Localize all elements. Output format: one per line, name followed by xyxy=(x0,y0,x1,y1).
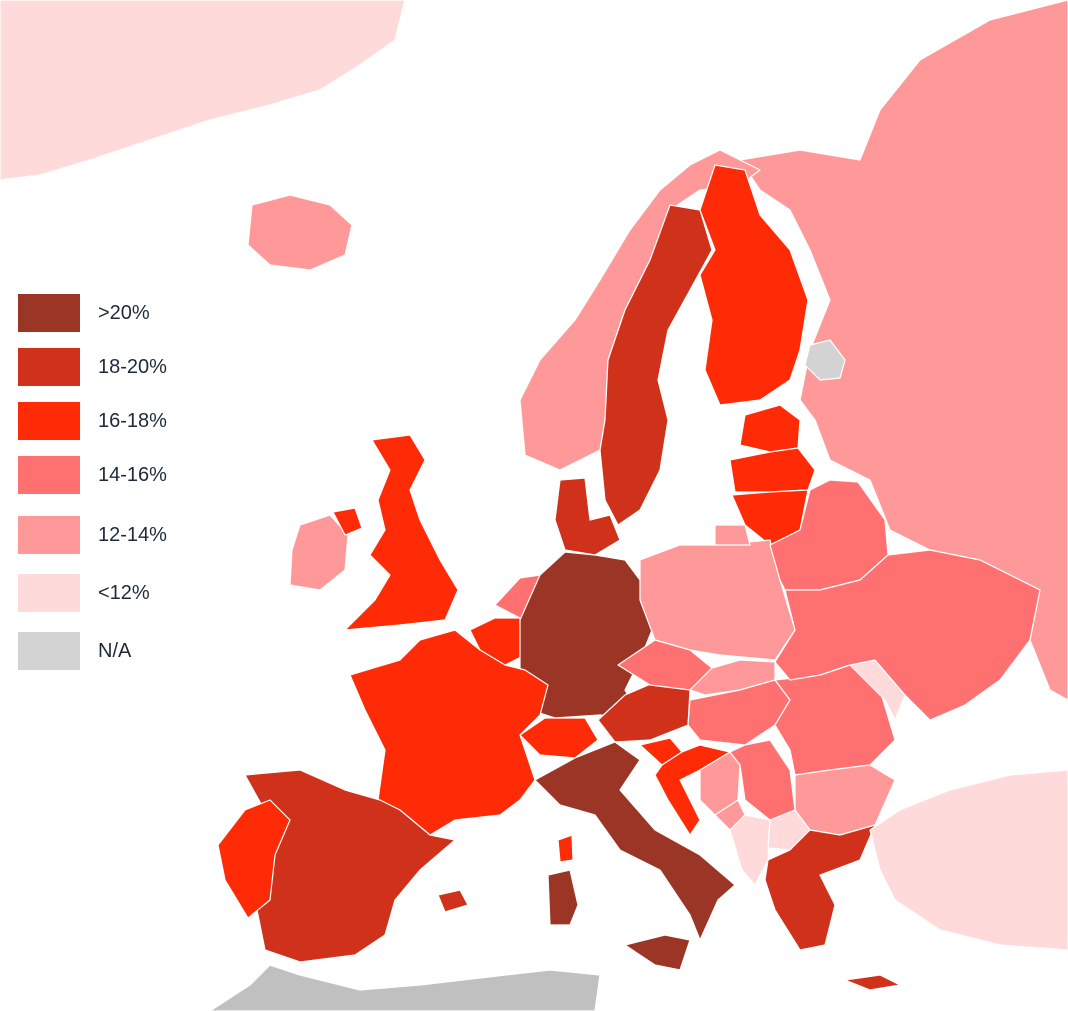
region-balearic xyxy=(437,889,469,913)
legend-swatch xyxy=(18,294,80,332)
legend-item: 12-14% xyxy=(18,516,258,556)
region-croatia xyxy=(654,744,731,836)
legend-item: >20% xyxy=(18,294,258,334)
legend-swatch xyxy=(18,574,80,612)
legend-label: 12-14% xyxy=(98,524,167,546)
region-italy xyxy=(534,741,736,941)
region-switzerland xyxy=(519,717,599,759)
region-sicily xyxy=(624,934,691,971)
region-ukraine xyxy=(774,549,1041,721)
legend-swatch xyxy=(18,402,80,440)
region-greece xyxy=(764,824,876,951)
region-northern-ireland xyxy=(332,507,363,536)
region-north-africa xyxy=(209,964,601,1011)
legend-item: 16-18% xyxy=(18,402,258,442)
legend-label: 14-16% xyxy=(98,464,167,486)
legend-swatch xyxy=(18,456,80,494)
legend-item: N/A xyxy=(18,632,258,672)
region-portugal xyxy=(217,799,291,919)
region-slovakia xyxy=(689,659,776,696)
legend-swatch xyxy=(18,632,80,670)
legend-item: 14-16% xyxy=(18,456,258,496)
region-crete xyxy=(844,974,901,991)
region-ireland xyxy=(289,514,349,591)
legend-swatch xyxy=(18,348,80,386)
region-turkey xyxy=(869,769,1068,951)
region-norway xyxy=(519,149,761,471)
region-kaliningrad xyxy=(714,524,751,546)
region-finland xyxy=(699,164,809,406)
region-kosovo-albania xyxy=(729,814,771,886)
legend-label: >20% xyxy=(98,302,150,324)
legend-label: 18-20% xyxy=(98,356,167,378)
legend-item: <12% xyxy=(18,574,258,614)
region-belarus xyxy=(769,479,889,591)
region-estonia xyxy=(739,404,801,453)
region-greenland xyxy=(0,0,406,181)
region-sweden xyxy=(599,204,713,526)
region-corsica xyxy=(557,834,574,863)
legend-label: 16-18% xyxy=(98,410,167,432)
region-na-area xyxy=(804,339,846,381)
region-sardinia xyxy=(547,869,579,926)
region-united-kingdom xyxy=(344,434,459,631)
legend-item: 18-20% xyxy=(18,348,258,388)
region-latvia xyxy=(729,447,816,493)
legend-label: <12% xyxy=(98,582,150,604)
legend-label: N/A xyxy=(98,640,132,662)
region-iceland xyxy=(247,194,353,271)
region-denmark xyxy=(554,477,621,556)
legend-swatch xyxy=(18,516,80,554)
